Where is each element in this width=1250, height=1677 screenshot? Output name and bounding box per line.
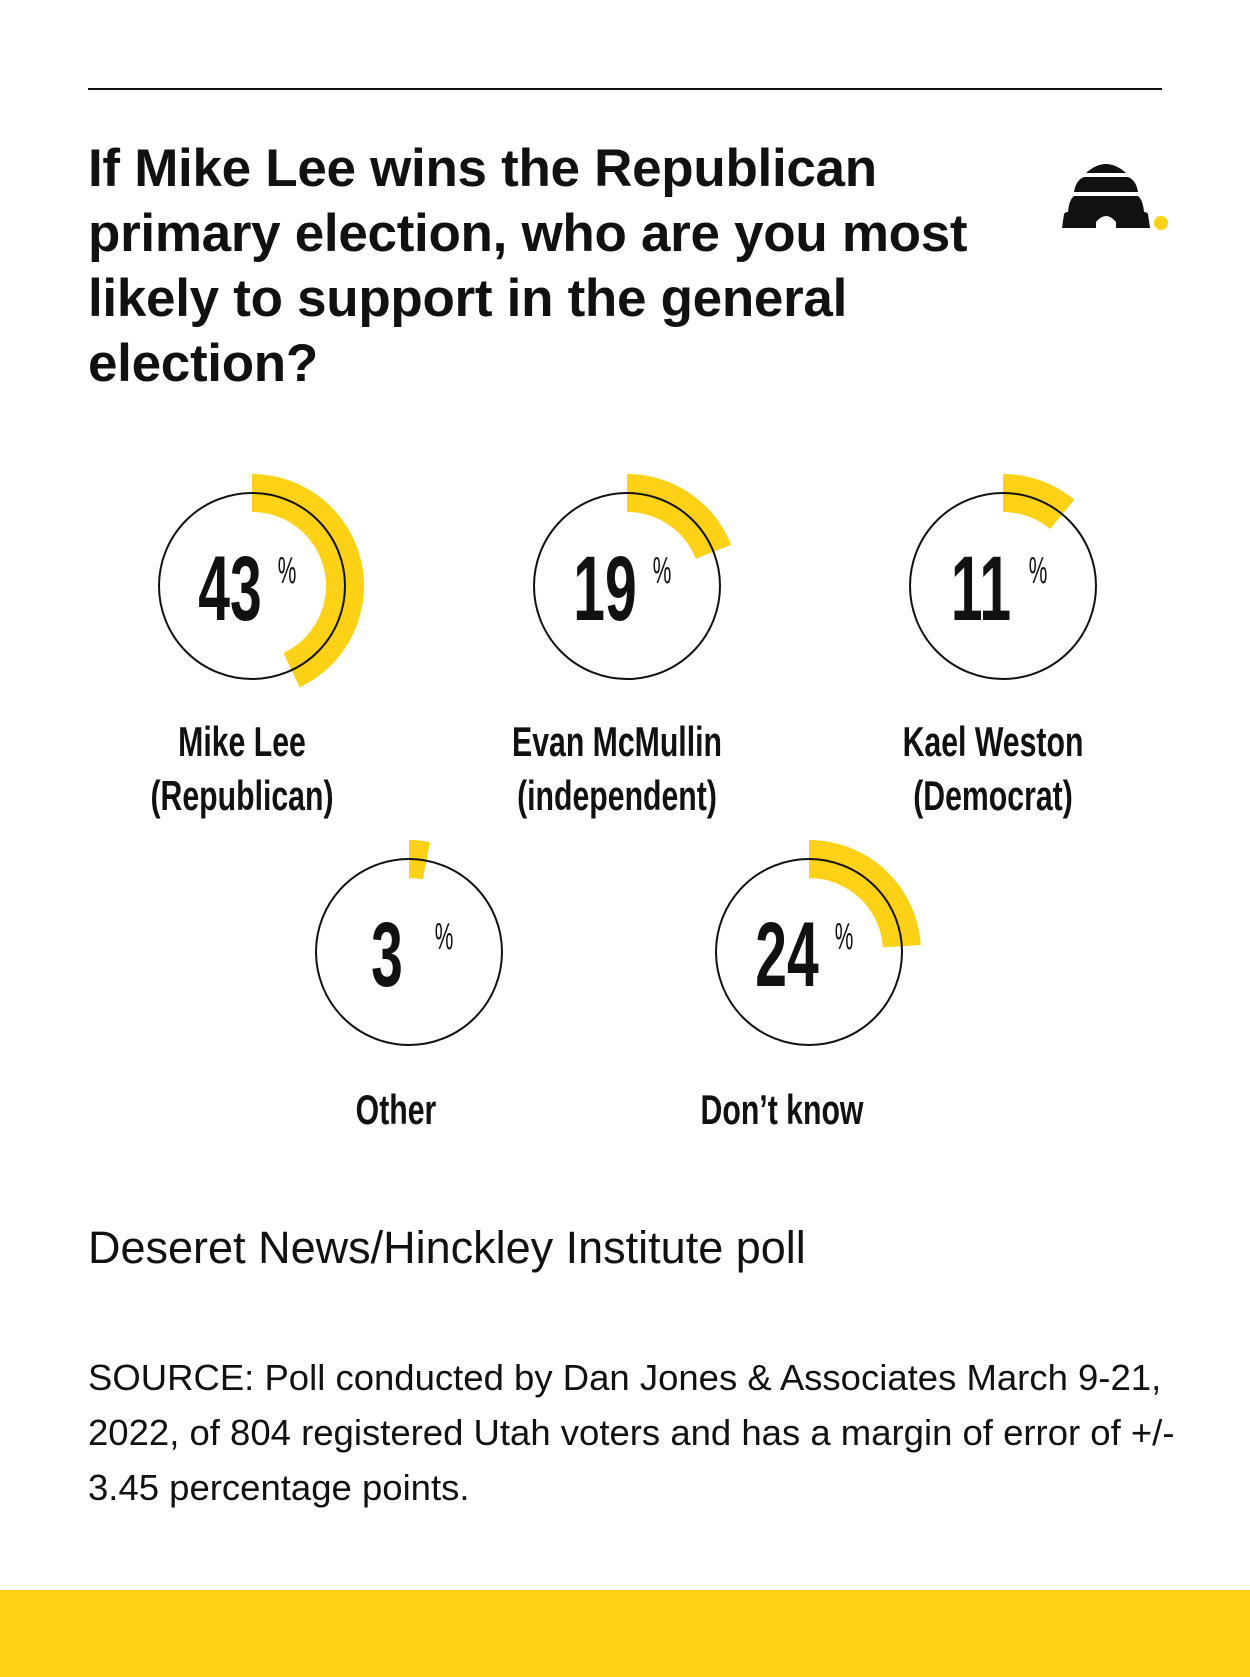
percent-sign: % [1029, 550, 1048, 592]
beehive-icon [1062, 164, 1168, 230]
category-label: (independent) [517, 772, 717, 819]
footer-bar [0, 1590, 1250, 1677]
value-arc [809, 840, 921, 948]
percent-sign: % [653, 550, 672, 592]
chart-title: If Mike Lee wins the Republican primary … [88, 139, 968, 393]
value-arc [1003, 474, 1075, 529]
category-label: Don’t know [701, 1086, 864, 1133]
percent-sign: % [435, 916, 454, 958]
category-label: Other [356, 1086, 437, 1133]
ring [533, 492, 721, 680]
percent-sign: % [835, 916, 854, 958]
ring [158, 492, 346, 680]
percent-sign: % [278, 550, 297, 592]
ring [715, 858, 903, 1046]
chart-subtitle: Deseret News/Hinckley Institute poll [88, 1222, 806, 1273]
value-label: 3 [371, 904, 403, 1006]
ring [909, 492, 1097, 680]
category-label: (Democrat) [913, 772, 1073, 819]
value-label: 19 [573, 538, 636, 640]
category-label: Evan McMullin [512, 718, 722, 765]
value-arc [252, 474, 365, 688]
value-label: 24 [755, 904, 819, 1006]
top-rule [88, 88, 1162, 90]
value-arc [627, 474, 732, 559]
category-label: Kael Weston [903, 718, 1084, 765]
source-note: SOURCE: Poll conducted by Dan Jones & As… [88, 1357, 1175, 1508]
value-label: 11 [951, 538, 1011, 640]
value-label: 43 [198, 538, 261, 640]
ring [315, 858, 503, 1046]
category-label: Mike Lee [178, 718, 306, 765]
category-label: (Republican) [150, 772, 333, 819]
